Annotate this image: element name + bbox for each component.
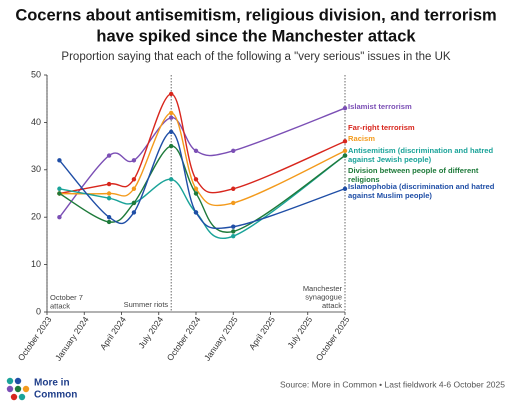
x-tick-label: July 2024	[136, 314, 165, 350]
point	[342, 148, 348, 154]
point	[131, 158, 137, 163]
legend-label: Antisemitism (discrimination and hatred …	[348, 146, 494, 164]
x-tick-label: October 2025	[314, 314, 352, 362]
point	[57, 215, 62, 220]
point	[106, 196, 112, 201]
series-line	[58, 131, 346, 230]
point	[106, 215, 112, 220]
point	[131, 177, 137, 182]
point	[342, 153, 348, 158]
y-tick-label: 20	[31, 212, 41, 222]
x-tick-label: January 2025	[202, 314, 240, 362]
point	[131, 200, 137, 206]
point	[193, 210, 199, 215]
x-tick-label: October 2024	[165, 314, 203, 362]
point	[231, 233, 236, 239]
point	[193, 148, 199, 154]
point	[193, 191, 199, 196]
logo-icon	[6, 377, 30, 401]
point	[131, 210, 137, 215]
point	[342, 186, 348, 191]
point	[57, 158, 62, 163]
point	[168, 115, 174, 120]
legend-label: Racism	[348, 134, 376, 143]
point	[106, 153, 112, 158]
point	[193, 186, 199, 191]
x-tick-label: October 2023	[16, 314, 54, 362]
point	[57, 186, 62, 191]
y-tick-label: 50	[31, 69, 41, 79]
series-line	[59, 93, 346, 195]
point	[168, 143, 174, 149]
logo-text: More in	[34, 378, 70, 389]
point	[231, 229, 236, 234]
legend-label: Division between people of different rel…	[348, 166, 479, 184]
point	[168, 110, 174, 116]
series-line	[58, 107, 346, 218]
y-tick-label: 10	[31, 259, 41, 269]
x-tick-label: January 2024	[53, 314, 91, 362]
series-line	[59, 112, 346, 207]
annotation: Manchester	[303, 284, 343, 293]
y-tick-label: 40	[31, 117, 41, 127]
legend-label: Islamist terrorism	[348, 102, 412, 111]
legend-label: Islamophobia (discrimination and hatred …	[348, 182, 495, 200]
point	[57, 191, 62, 196]
logo-text: Common	[34, 390, 77, 401]
point	[106, 181, 112, 187]
chart-title: have spiked since the Manchester attack	[96, 27, 416, 45]
point	[168, 177, 174, 182]
point	[106, 219, 112, 225]
point	[231, 148, 236, 154]
annotation: Summer riots	[124, 300, 169, 309]
y-tick-label: 0	[36, 306, 41, 316]
point	[231, 186, 236, 191]
annotation: attack	[50, 301, 70, 310]
point	[168, 129, 174, 135]
annotation: October 7	[50, 293, 83, 302]
point	[131, 186, 137, 191]
point	[231, 200, 236, 206]
x-tick-label: April 2025	[247, 314, 277, 351]
chart-subtitle: Proportion saying that each of the follo…	[61, 51, 450, 63]
x-tick-label: April 2024	[98, 314, 128, 351]
annotation: synagogue	[305, 292, 342, 301]
point	[231, 224, 236, 229]
chart-title: Cocerns about antisemitism, religious di…	[15, 6, 496, 24]
point	[106, 191, 112, 196]
point	[193, 177, 199, 182]
y-tick-label: 30	[31, 164, 41, 174]
legend-label: Far-right terrorism	[348, 123, 415, 132]
x-tick-label: July 2025	[285, 314, 314, 350]
point	[342, 139, 348, 144]
point	[168, 91, 174, 97]
source: Source: More in Common • Last fieldwork …	[280, 379, 505, 389]
annotation: attack	[322, 301, 342, 310]
point	[342, 105, 348, 111]
